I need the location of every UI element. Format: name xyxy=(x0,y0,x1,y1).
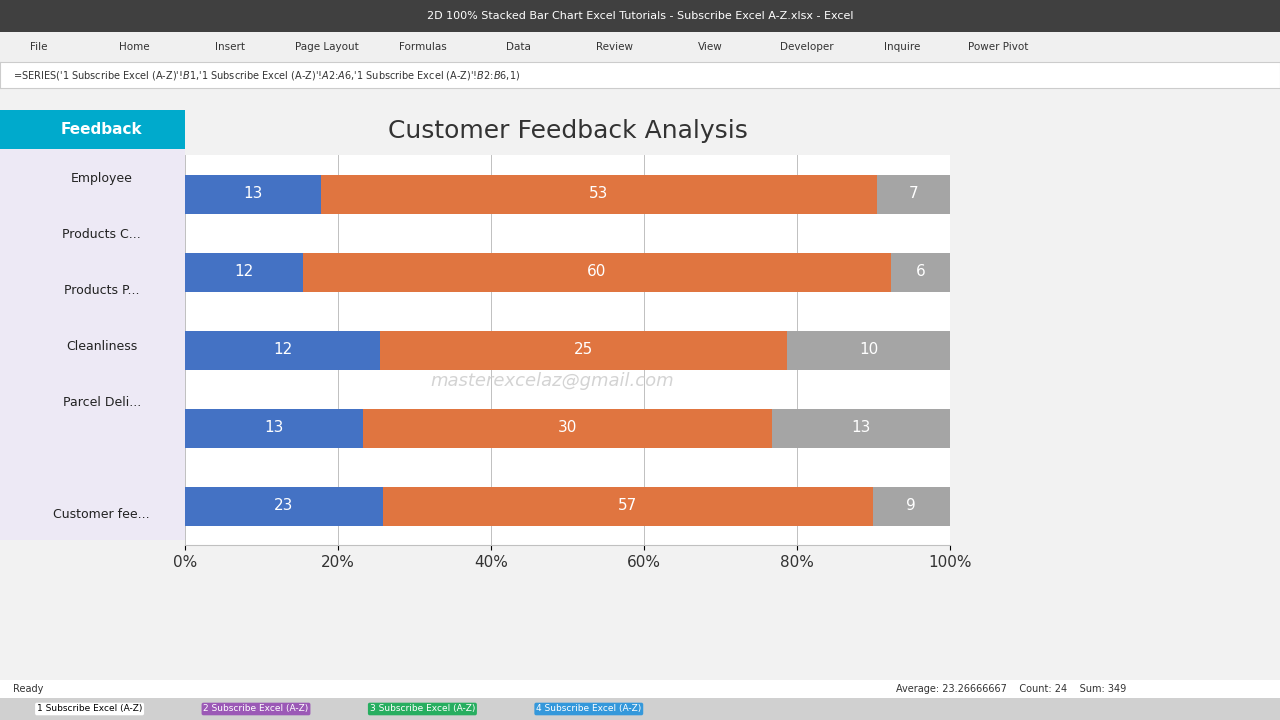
Text: Home: Home xyxy=(119,42,150,52)
Text: Page Layout: Page Layout xyxy=(294,42,358,52)
Bar xyxy=(383,487,873,526)
Text: Data: Data xyxy=(506,42,531,52)
Text: View: View xyxy=(698,42,723,52)
Text: 4 Subscribe Excel (A-Z): 4 Subscribe Excel (A-Z) xyxy=(536,704,641,714)
Title: Customer Feedback Analysis: Customer Feedback Analysis xyxy=(388,120,748,143)
Text: 13: 13 xyxy=(243,186,262,202)
Text: 9: 9 xyxy=(906,498,916,513)
Bar xyxy=(186,408,362,448)
Text: 23: 23 xyxy=(274,498,293,513)
Text: 13: 13 xyxy=(264,420,283,436)
Text: Review: Review xyxy=(596,42,632,52)
Text: Power Pivot: Power Pivot xyxy=(968,42,1029,52)
Text: Ready: Ready xyxy=(13,684,44,694)
Text: Parcel Deli...: Parcel Deli... xyxy=(63,396,141,409)
Text: 1 Subscribe Excel (A-Z): 1 Subscribe Excel (A-Z) xyxy=(37,704,142,714)
Text: 3 Subscribe Excel (A-Z): 3 Subscribe Excel (A-Z) xyxy=(370,704,475,714)
Bar xyxy=(186,330,380,369)
Text: Formulas: Formulas xyxy=(398,42,447,52)
Bar xyxy=(321,174,877,214)
Bar xyxy=(302,253,891,292)
Text: 2D 100% Stacked Bar Chart Excel Tutorials - Subscribe Excel A-Z.xlsx - Excel: 2D 100% Stacked Bar Chart Excel Tutorial… xyxy=(426,11,854,21)
Text: 30: 30 xyxy=(558,420,577,436)
Text: 12: 12 xyxy=(234,264,253,279)
Text: File: File xyxy=(29,42,47,52)
Bar xyxy=(891,253,950,292)
Text: 10: 10 xyxy=(859,343,878,358)
Text: Inquire: Inquire xyxy=(884,42,920,52)
Bar xyxy=(362,408,772,448)
Bar xyxy=(186,253,302,292)
Text: Insert: Insert xyxy=(215,42,246,52)
Bar xyxy=(772,408,950,448)
Text: Average: 23.26666667    Count: 24    Sum: 349: Average: 23.26666667 Count: 24 Sum: 349 xyxy=(896,684,1126,694)
Text: Developer: Developer xyxy=(780,42,833,52)
Text: 25: 25 xyxy=(575,343,594,358)
Text: 7: 7 xyxy=(909,186,918,202)
Text: Products P...: Products P... xyxy=(64,284,140,297)
Bar xyxy=(0,110,186,149)
Text: 2 Subscribe Excel (A-Z): 2 Subscribe Excel (A-Z) xyxy=(204,704,308,714)
Text: Customer fee...: Customer fee... xyxy=(54,508,150,521)
Bar xyxy=(873,487,950,526)
Bar xyxy=(186,174,321,214)
Text: 53: 53 xyxy=(589,186,608,202)
Text: Products C...: Products C... xyxy=(63,228,141,241)
Text: 60: 60 xyxy=(588,264,607,279)
Text: Feedback: Feedback xyxy=(61,122,142,137)
Bar xyxy=(787,330,950,369)
Text: 12: 12 xyxy=(273,343,292,358)
Text: 13: 13 xyxy=(851,420,870,436)
Text: Employee: Employee xyxy=(70,172,133,185)
Bar xyxy=(877,174,950,214)
Bar xyxy=(186,487,383,526)
Text: Cleanliness: Cleanliness xyxy=(67,340,137,353)
Text: masterexcelaz@gmail.com: masterexcelaz@gmail.com xyxy=(430,372,675,390)
Text: =SERIES('1 Subscribe Excel (A-Z)'!$B$1,'1 Subscribe Excel (A-Z)'!$A$2:$A$6,'1 Su: =SERIES('1 Subscribe Excel (A-Z)'!$B$1,'… xyxy=(13,68,520,81)
Text: 6: 6 xyxy=(915,264,925,279)
Text: 57: 57 xyxy=(618,498,637,513)
Bar xyxy=(380,330,787,369)
